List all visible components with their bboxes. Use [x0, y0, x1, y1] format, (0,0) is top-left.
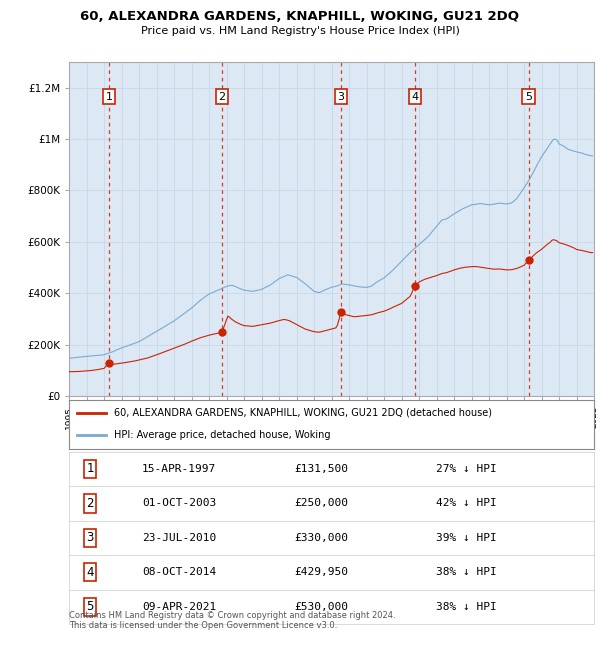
Text: £250,000: £250,000 [294, 499, 348, 508]
Text: £131,500: £131,500 [294, 464, 348, 474]
Text: 42% ↓ HPI: 42% ↓ HPI [437, 499, 497, 508]
Text: 60, ALEXANDRA GARDENS, KNAPHILL, WOKING, GU21 2DQ: 60, ALEXANDRA GARDENS, KNAPHILL, WOKING,… [80, 10, 520, 23]
Text: 15-APR-1997: 15-APR-1997 [142, 464, 217, 474]
Text: £530,000: £530,000 [294, 602, 348, 612]
Text: Contains HM Land Registry data © Crown copyright and database right 2024.: Contains HM Land Registry data © Crown c… [69, 611, 395, 620]
Text: 08-OCT-2014: 08-OCT-2014 [142, 567, 217, 577]
Text: This data is licensed under the Open Government Licence v3.0.: This data is licensed under the Open Gov… [69, 621, 337, 630]
Text: 01-OCT-2003: 01-OCT-2003 [142, 499, 217, 508]
Text: 4: 4 [412, 92, 419, 101]
Text: Price paid vs. HM Land Registry's House Price Index (HPI): Price paid vs. HM Land Registry's House … [140, 26, 460, 36]
Text: £330,000: £330,000 [294, 533, 348, 543]
Text: 3: 3 [338, 92, 344, 101]
Text: 27% ↓ HPI: 27% ↓ HPI [437, 464, 497, 474]
Text: HPI: Average price, detached house, Woking: HPI: Average price, detached house, Woki… [113, 430, 330, 440]
Text: 38% ↓ HPI: 38% ↓ HPI [437, 602, 497, 612]
Text: 09-APR-2021: 09-APR-2021 [142, 602, 217, 612]
Text: 60, ALEXANDRA GARDENS, KNAPHILL, WOKING, GU21 2DQ (detached house): 60, ALEXANDRA GARDENS, KNAPHILL, WOKING,… [113, 408, 491, 418]
Text: 2: 2 [86, 497, 94, 510]
Text: £429,950: £429,950 [294, 567, 348, 577]
Text: 38% ↓ HPI: 38% ↓ HPI [437, 567, 497, 577]
Text: 1: 1 [106, 92, 113, 101]
Text: 3: 3 [86, 532, 94, 545]
Text: 5: 5 [525, 92, 532, 101]
Text: 23-JUL-2010: 23-JUL-2010 [142, 533, 217, 543]
Text: 4: 4 [86, 566, 94, 578]
Text: 2: 2 [218, 92, 226, 101]
Text: 1: 1 [86, 463, 94, 475]
Text: 39% ↓ HPI: 39% ↓ HPI [437, 533, 497, 543]
Text: 5: 5 [86, 601, 94, 614]
